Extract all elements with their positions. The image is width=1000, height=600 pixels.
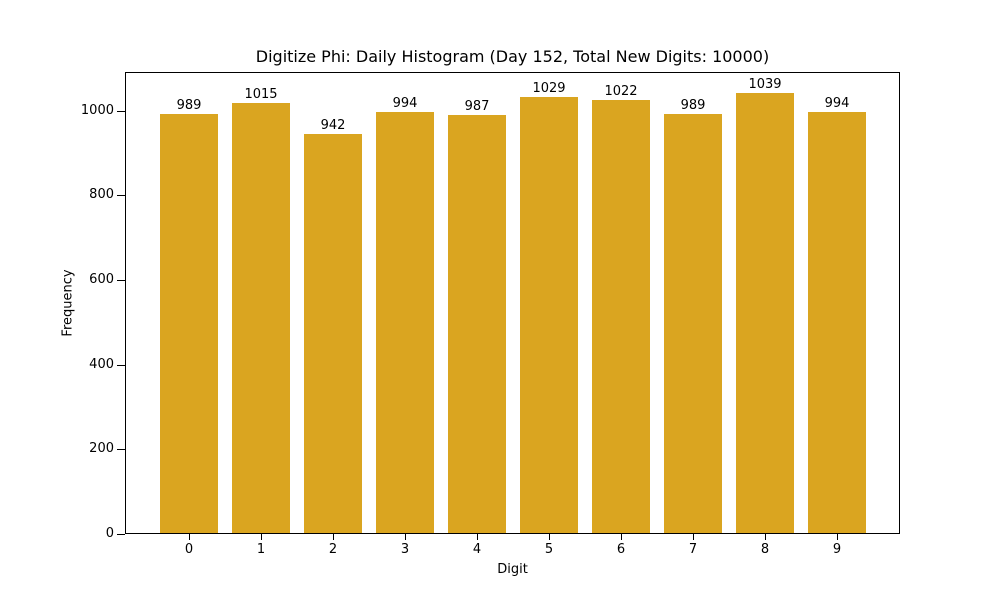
bar-value-label: 989: [176, 98, 202, 114]
bar-value-label: 989: [680, 98, 706, 114]
y-tick-label: 1000: [80, 102, 114, 118]
bar-value-label: 942: [320, 118, 346, 134]
x-tick-label: 9: [832, 542, 842, 557]
y-tick: [117, 534, 125, 535]
bar-digit-5: [520, 97, 578, 533]
bar-value-label: 1022: [604, 84, 638, 100]
bar-value-label: 1029: [532, 81, 566, 97]
y-tick: [117, 449, 125, 451]
y-tick: [117, 110, 125, 112]
y-tick: [117, 364, 125, 366]
bar-value-label: 1039: [748, 77, 782, 93]
y-tick-label: 200: [89, 441, 114, 457]
y-axis-title: Frequency: [60, 269, 76, 337]
x-tick-label: 3: [400, 542, 410, 557]
bar-digit-2: [304, 134, 362, 533]
x-axis-title: Digit: [497, 562, 528, 577]
x-tick: [189, 534, 190, 540]
x-tick-label: 1: [256, 542, 266, 557]
bar-digit-0: [160, 114, 218, 533]
x-tick-label: 5: [544, 542, 554, 557]
x-tick-label: 4: [472, 542, 482, 557]
x-tick: [405, 534, 406, 540]
x-tick: [333, 534, 334, 540]
x-tick-label: 0: [184, 542, 194, 557]
x-tick: [261, 534, 262, 540]
y-tick-label: 0: [105, 526, 114, 541]
bar-digit-7: [664, 114, 722, 533]
x-tick: [765, 534, 766, 540]
x-tick-label: 2: [328, 542, 338, 557]
y-tick-label: 400: [89, 356, 114, 372]
x-tick: [549, 534, 550, 540]
bar-digit-8: [736, 93, 794, 533]
plot-area: [125, 72, 900, 534]
y-tick-label: 800: [89, 187, 114, 203]
bar-digit-6: [592, 100, 650, 533]
x-tick: [621, 534, 622, 540]
x-tick: [837, 534, 838, 540]
x-tick-label: 6: [616, 542, 626, 557]
bar-value-label: 987: [464, 99, 490, 115]
bar-digit-3: [376, 112, 434, 533]
y-tick: [117, 279, 125, 281]
bar-digit-9: [808, 112, 866, 533]
x-tick-label: 7: [688, 542, 698, 557]
x-tick: [693, 534, 694, 540]
bar-value-label: 994: [824, 96, 850, 112]
y-tick: [117, 195, 125, 197]
bar-digit-4: [448, 115, 506, 533]
x-tick-label: 8: [760, 542, 770, 557]
y-tick-label: 600: [89, 271, 114, 287]
bar-digit-1: [232, 103, 290, 533]
x-tick: [477, 534, 478, 540]
chart-title: Digitize Phi: Daily Histogram (Day 152, …: [255, 47, 770, 66]
bar-value-label: 994: [392, 96, 418, 112]
bar-value-label: 1015: [244, 87, 278, 103]
